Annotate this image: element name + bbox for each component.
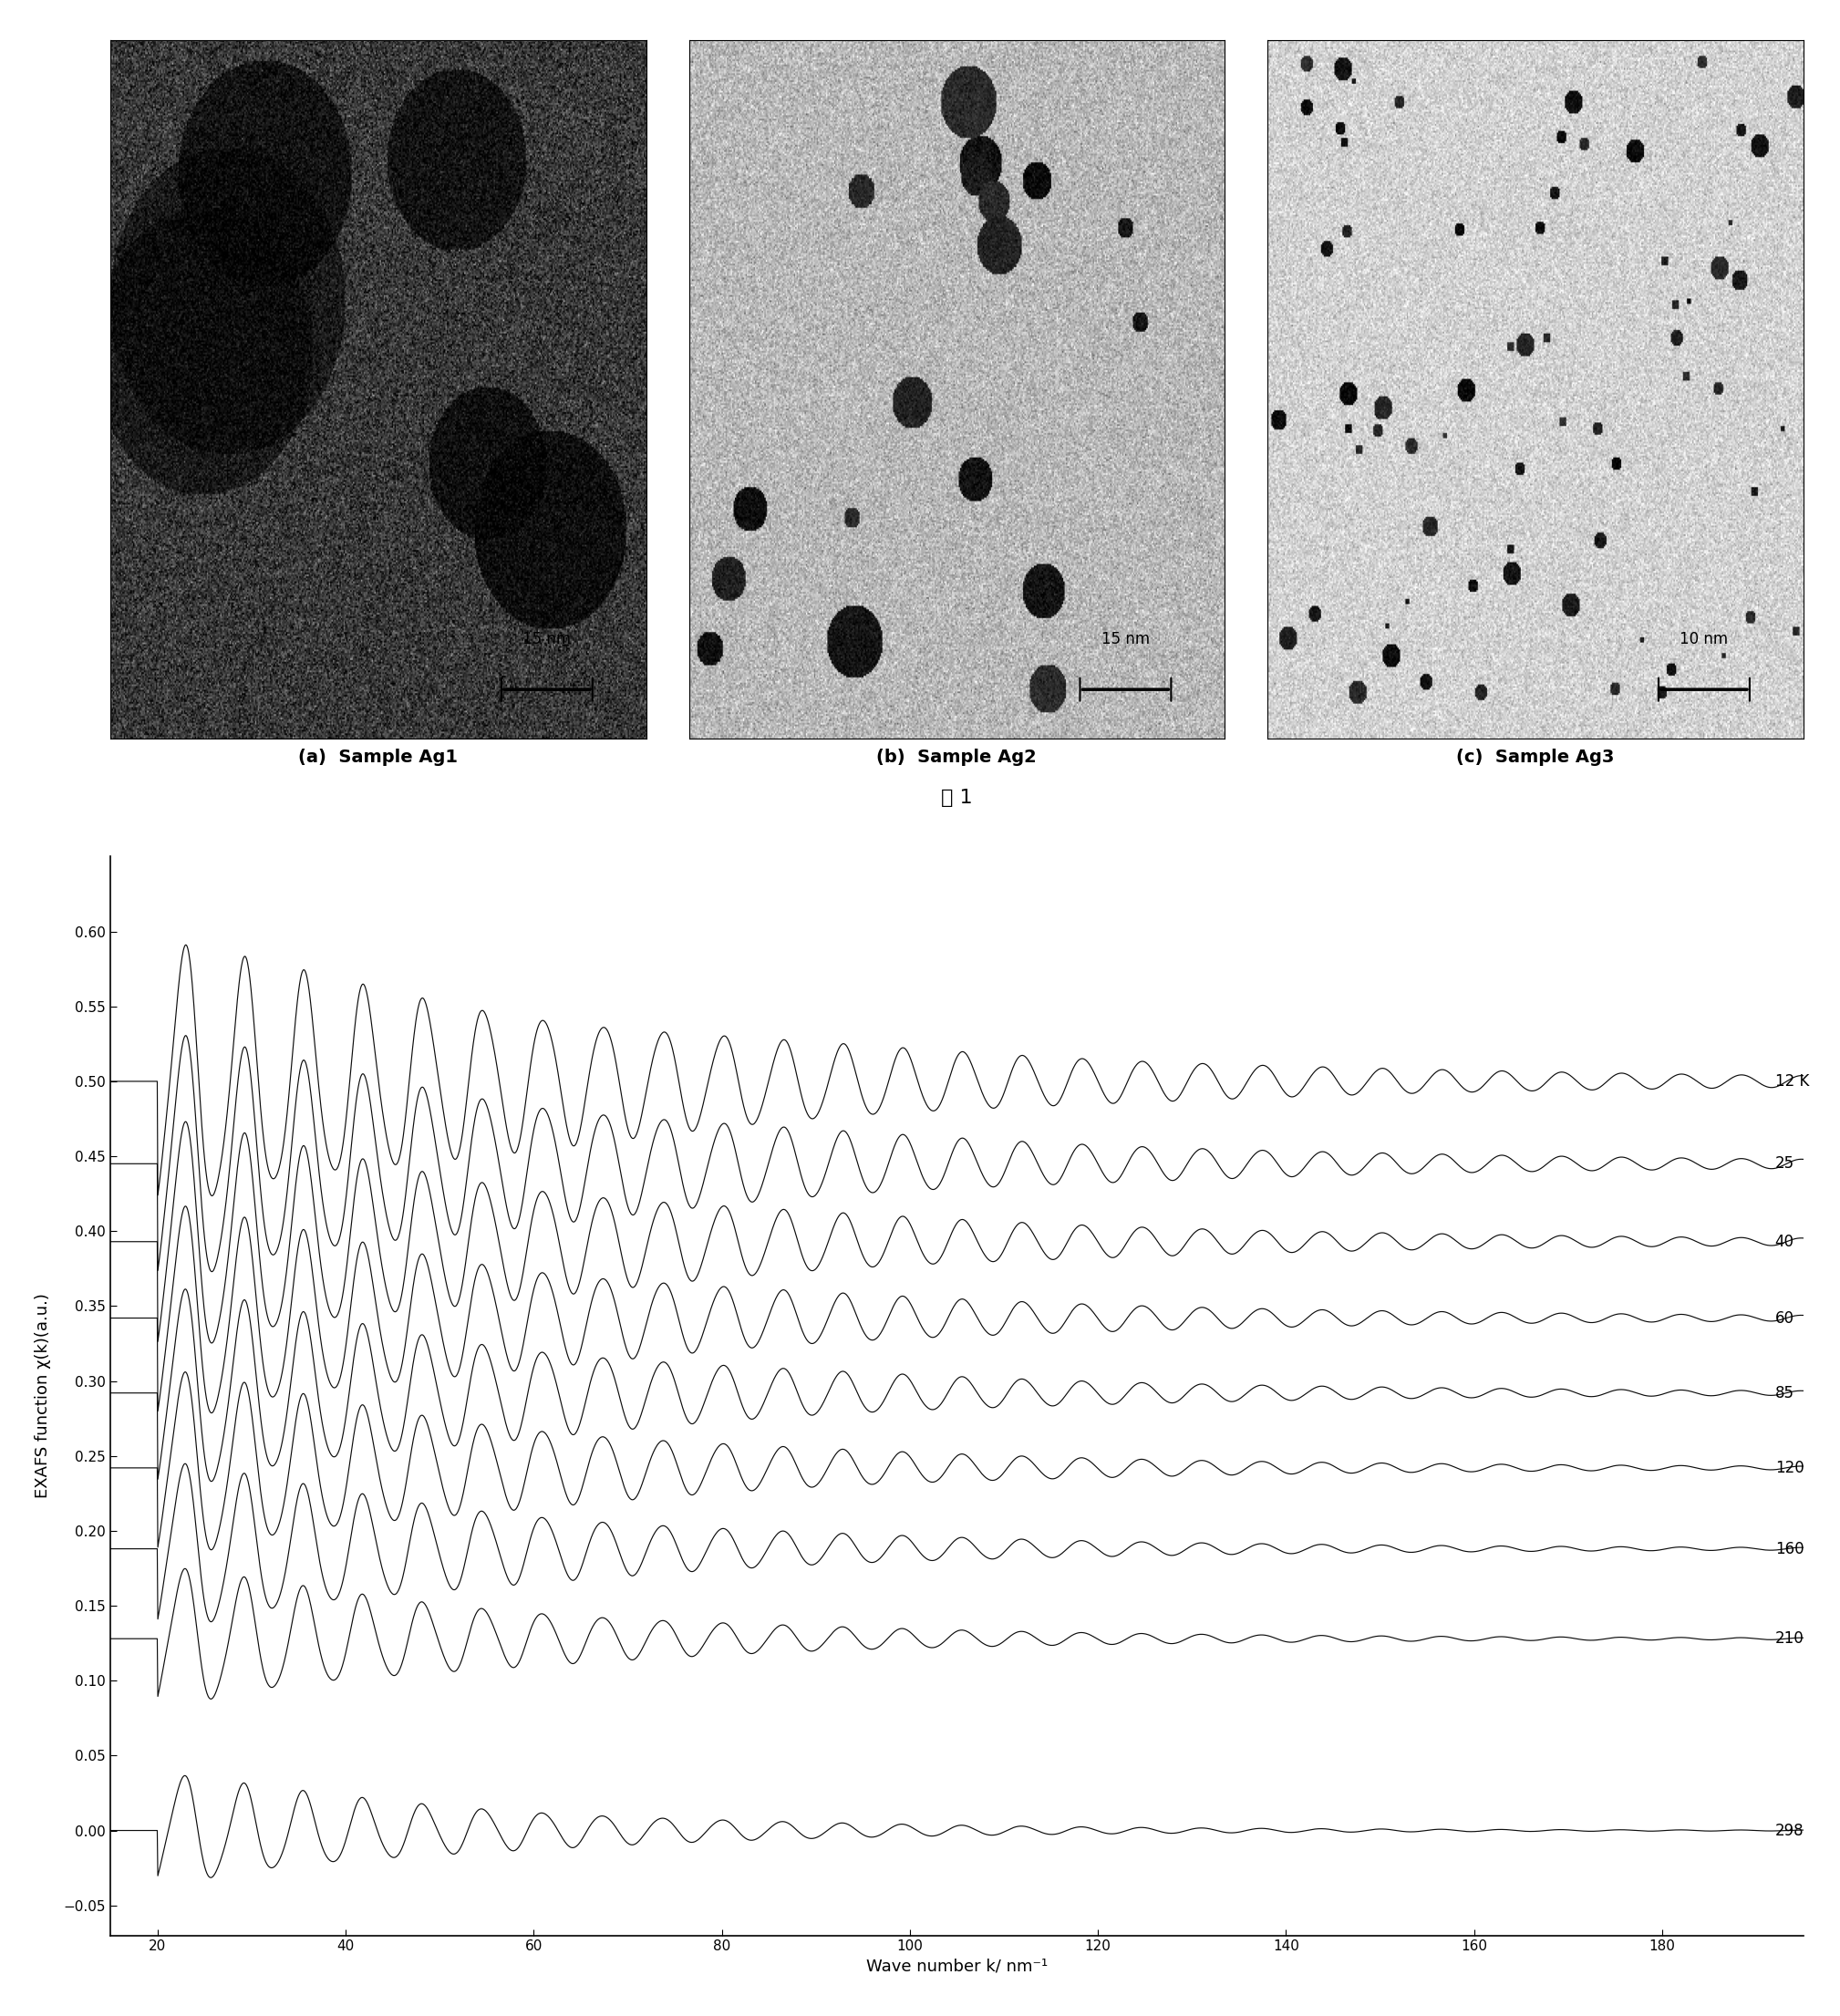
Text: 10 nm: 10 nm	[1680, 631, 1728, 647]
Text: 15 nm: 15 nm	[1102, 631, 1150, 647]
Text: 25: 25	[1776, 1155, 1794, 1171]
Text: 85: 85	[1776, 1385, 1794, 1401]
Text: 40: 40	[1776, 1234, 1794, 1250]
Text: 图 1: 图 1	[940, 788, 973, 806]
Text: 298: 298	[1776, 1822, 1803, 1839]
Text: 60: 60	[1776, 1310, 1794, 1327]
X-axis label: Wave number k/ nm⁻¹: Wave number k/ nm⁻¹	[867, 1958, 1047, 1976]
Text: 15 nm: 15 nm	[523, 631, 570, 647]
Text: 210: 210	[1776, 1631, 1803, 1647]
Text: 160: 160	[1776, 1540, 1803, 1556]
Y-axis label: EXAFS function χ(k)(a.u.): EXAFS function χ(k)(a.u.)	[35, 1294, 52, 1498]
X-axis label: (c)  Sample Ag3: (c) Sample Ag3	[1455, 748, 1614, 766]
Text: 120: 120	[1776, 1460, 1803, 1476]
X-axis label: (b)  Sample Ag2: (b) Sample Ag2	[876, 748, 1038, 766]
Text: 12 K: 12 K	[1776, 1073, 1809, 1089]
X-axis label: (a)  Sample Ag1: (a) Sample Ag1	[298, 748, 458, 766]
